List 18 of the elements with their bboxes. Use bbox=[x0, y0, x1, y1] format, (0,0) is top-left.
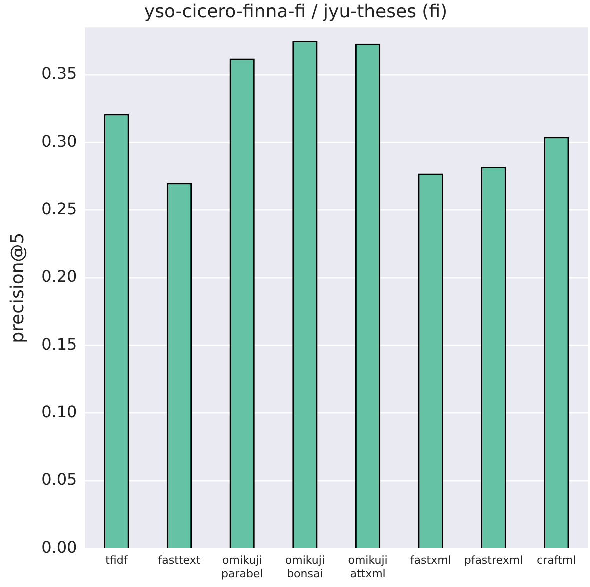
y-tick-label: 0.20 bbox=[42, 267, 78, 286]
y-tick-label: 0.30 bbox=[42, 132, 78, 151]
y-tick-label: 0.00 bbox=[42, 538, 78, 557]
x-tick-label: fastxml bbox=[410, 554, 452, 568]
x-tick-label: omikuji parabel bbox=[221, 554, 264, 580]
x-tick-label: omikuji attxml bbox=[348, 554, 388, 580]
y-axis-title: precision@5 bbox=[7, 232, 28, 344]
y-tick-label: 0.35 bbox=[42, 64, 78, 84]
x-tick-label: tfidf bbox=[106, 554, 129, 568]
x-tick-label: fasttext bbox=[158, 554, 202, 568]
y-tick-label: 0.25 bbox=[42, 199, 78, 218]
y-tick-label: 0.10 bbox=[42, 402, 78, 422]
x-tick-label: craftml bbox=[537, 554, 576, 568]
chart-title: yso-cicero-finna-fi / jyu-theses (fi) bbox=[144, 1, 448, 22]
y-tick-label: 0.15 bbox=[42, 334, 78, 354]
x-tick-label: omikuji bonsai bbox=[285, 554, 325, 580]
y-tick-label: 0.05 bbox=[42, 470, 78, 490]
x-tick-label: pfastrexml bbox=[464, 554, 524, 568]
